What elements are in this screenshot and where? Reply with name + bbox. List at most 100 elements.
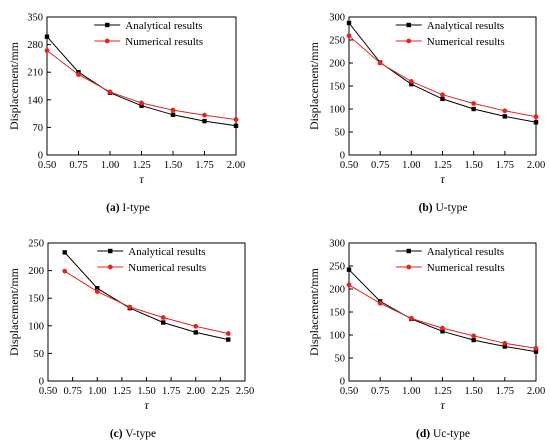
- analytical-point: [346, 20, 352, 26]
- analytical-series-line: [46, 36, 237, 127]
- numerical-point: [62, 268, 68, 274]
- x-tick-label: 1.50: [137, 386, 155, 397]
- y-tick-label: 280: [27, 40, 43, 51]
- caption-text: I-type: [120, 202, 150, 214]
- x-tick-label: 2.00: [527, 160, 545, 171]
- analytical-point: [170, 112, 176, 117]
- x-tick-label: 1.50: [464, 386, 482, 397]
- numerical-point: [440, 325, 445, 331]
- x-axis-label: τ: [440, 172, 445, 186]
- caption-letter: (b): [419, 202, 433, 214]
- numerical-series-line: [64, 270, 229, 334]
- legend-label: Analytical results: [125, 20, 202, 32]
- analytical-point: [233, 123, 239, 129]
- analytical-point: [533, 349, 539, 354]
- x-tick-label: 2.00: [227, 160, 245, 171]
- legend-marker-square: [108, 248, 113, 254]
- y-axis-label: Displacement/mm: [307, 41, 321, 130]
- x-tick-label: 0.50: [340, 160, 358, 171]
- numerical-point: [127, 304, 133, 310]
- x-tick-label: 1.75: [162, 386, 180, 397]
- y-tick-label: 140: [27, 95, 43, 106]
- x-tick-label: 1.00: [101, 160, 119, 171]
- analytical-series-line: [64, 252, 229, 341]
- numerical-point: [533, 345, 539, 351]
- y-tick-label: 200: [28, 266, 44, 277]
- y-tick-label: 50: [335, 128, 346, 139]
- x-tick-label: 2.25: [211, 386, 229, 397]
- legend-marker-square: [406, 22, 411, 28]
- x-tick-label: 1.25: [433, 160, 451, 171]
- x-tick-label: 0.50: [39, 386, 57, 397]
- x-tick-label: 0.75: [63, 386, 81, 397]
- caption-letter: (d): [416, 428, 430, 440]
- numerical-point: [377, 60, 383, 66]
- caption-text: Uc-type: [430, 428, 470, 440]
- plot-area: 0.50 0.75 1.00 1.25 1.50 1.75 2.00 0 50 100 150 200…: [307, 13, 545, 187]
- y-axis-label: Displacement/mm: [307, 267, 321, 356]
- numerical-point: [107, 89, 113, 95]
- analytical-point: [62, 250, 67, 255]
- legend-marker-circle: [107, 264, 113, 270]
- legend-marker-square: [406, 248, 411, 254]
- y-tick-label: 300: [329, 239, 345, 250]
- y-tick-label: 70: [33, 123, 44, 134]
- analytical-point: [346, 267, 352, 272]
- analytical-point: [471, 106, 476, 112]
- x-tick-label: 1.75: [496, 386, 514, 397]
- x-tick-label: 2.50: [236, 386, 254, 397]
- numerical-point: [225, 331, 231, 336]
- legend-marker-circle: [104, 38, 110, 44]
- plot-area: 0.50 0.75 1.00 1.25 1.50 1.75 2.00 0 70 140 210 280…: [7, 13, 245, 187]
- legend-marker-circle: [406, 264, 412, 270]
- legend-label: Analytical results: [427, 20, 504, 32]
- caption: (c) V-type: [110, 428, 156, 440]
- legend-label: Numerical results: [427, 262, 505, 274]
- analytical-point: [95, 286, 100, 291]
- numerical-point: [502, 108, 508, 114]
- numerical-point: [233, 117, 239, 122]
- y-tick-label: 100: [28, 321, 44, 332]
- x-tick-label: 0.75: [371, 160, 389, 171]
- y-tick-label: 100: [329, 331, 345, 342]
- caption-text: U-type: [433, 202, 468, 214]
- legend-label: Analytical results: [128, 246, 205, 258]
- numerical-point: [502, 340, 508, 346]
- numerical-point: [170, 107, 176, 113]
- numerical-point: [346, 282, 352, 288]
- caption: (d) Uc-type: [416, 428, 470, 440]
- numerical-point: [471, 101, 477, 106]
- x-tick-label: 2.00: [187, 386, 205, 397]
- analytical-point: [193, 330, 198, 335]
- x-tick-label: 1.00: [402, 160, 420, 171]
- numerical-point: [533, 114, 539, 120]
- analytical-point: [44, 34, 50, 39]
- y-tick-label: 210: [27, 68, 43, 79]
- numerical-point: [408, 316, 414, 321]
- x-tick-label: 0.75: [371, 386, 389, 397]
- y-tick-label: 250: [28, 239, 44, 250]
- analytical-point: [502, 344, 508, 349]
- caption-letter: (a): [106, 202, 120, 214]
- analytical-point: [502, 114, 508, 119]
- analytical-point: [440, 96, 445, 102]
- numerical-point: [44, 48, 50, 53]
- numerical-series-line: [348, 35, 537, 118]
- legend-marker-circle: [406, 38, 412, 44]
- panel-b: 0.50 0.75 1.00 1.25 1.50 1.75 2.00 0 50 100 150 200…: [307, 13, 545, 215]
- analytical-point: [226, 337, 231, 342]
- y-tick-label: 0: [38, 151, 43, 162]
- panel-d: 0.50 0.75 1.00 1.25 1.50 1.75 2.00 0 50 100 150 200…: [307, 239, 545, 441]
- x-axis-label: τ: [440, 398, 445, 412]
- numerical-point: [139, 100, 144, 106]
- caption-letter: (c): [110, 428, 123, 440]
- numerical-point: [160, 315, 166, 320]
- y-tick-label: 200: [329, 59, 345, 70]
- x-tick-label: 2.00: [527, 386, 545, 397]
- analytical-series-line: [348, 269, 537, 353]
- caption-text: V-type: [123, 428, 157, 440]
- legend-label: Numerical results: [125, 36, 203, 48]
- numerical-point: [377, 300, 383, 306]
- analytical-point: [161, 320, 166, 325]
